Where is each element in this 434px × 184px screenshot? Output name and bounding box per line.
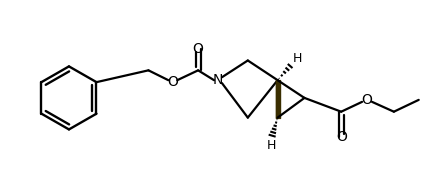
Text: N: N <box>212 73 223 87</box>
Text: O: O <box>335 130 346 144</box>
Text: O: O <box>361 93 372 107</box>
Text: O: O <box>192 42 203 56</box>
Text: O: O <box>167 75 178 89</box>
Text: H: H <box>266 139 276 152</box>
Text: H: H <box>292 52 302 65</box>
